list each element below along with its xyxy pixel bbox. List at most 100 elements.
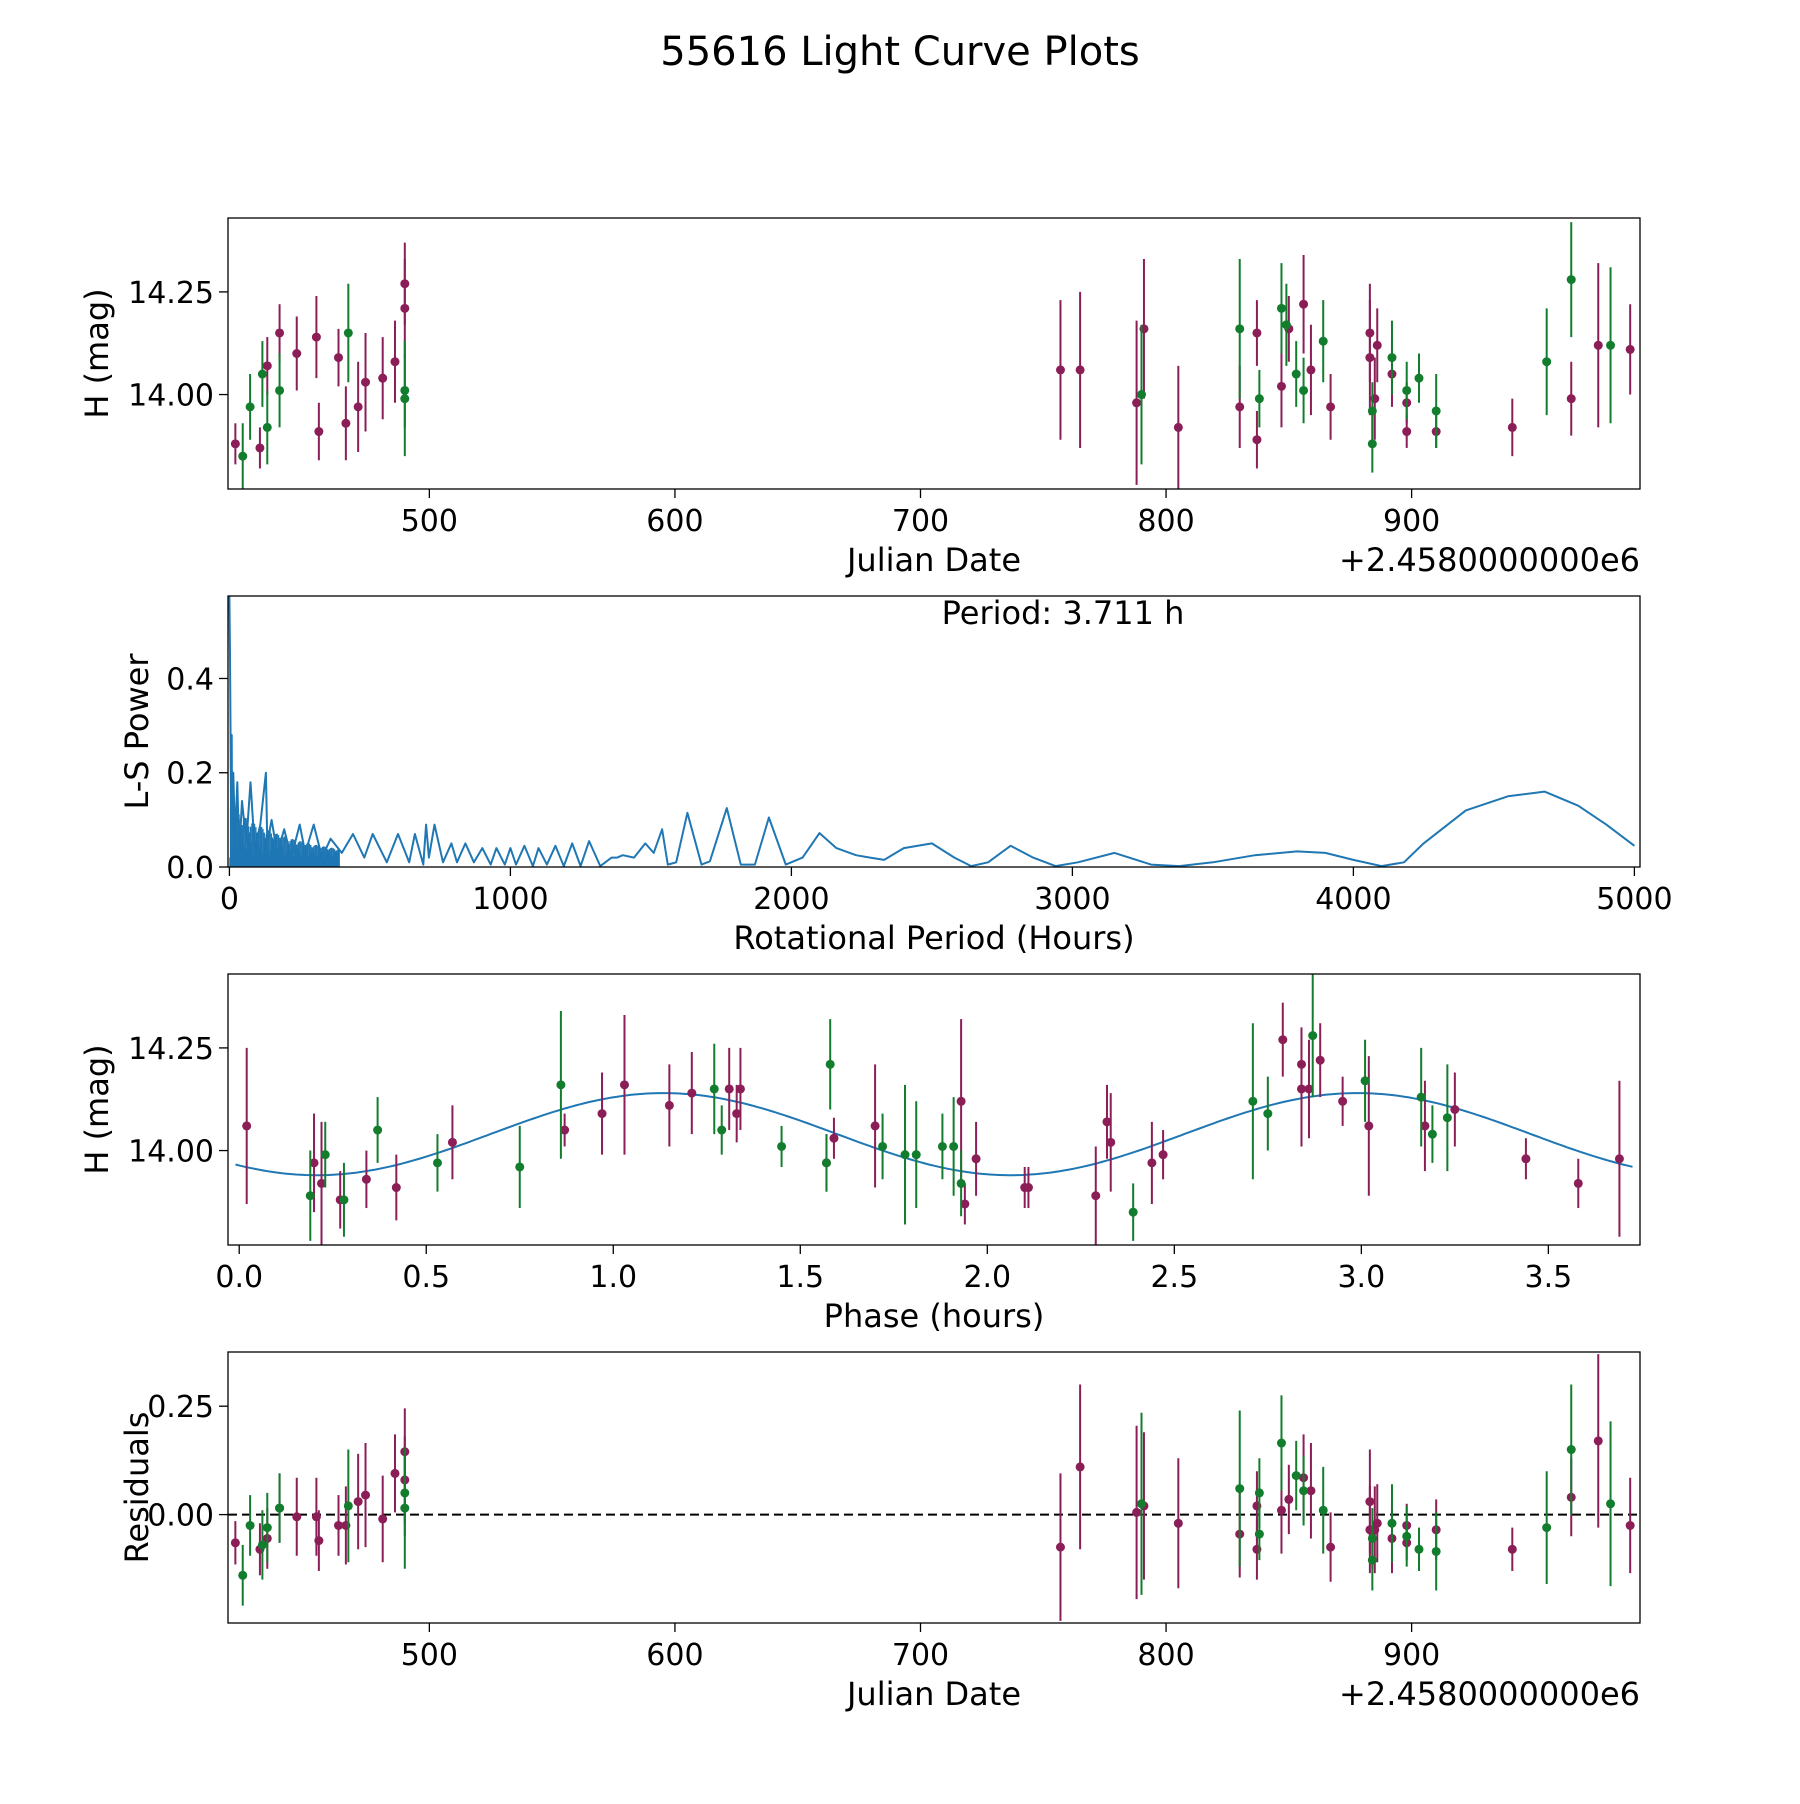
- data-point: [1414, 1544, 1424, 1554]
- data-point: [664, 1100, 674, 1110]
- data-point: [334, 353, 344, 363]
- x-tick-label: 3.0: [1337, 1260, 1385, 1295]
- data-point: [1304, 1084, 1314, 1094]
- x-axis-label: Rotational Period (Hours): [733, 919, 1134, 957]
- data-point: [238, 451, 248, 461]
- data-point: [1281, 320, 1291, 330]
- model-fit-curve: [235, 1092, 1633, 1177]
- data-point: [353, 1497, 363, 1507]
- data-point: [1402, 427, 1412, 437]
- data-point: [1387, 353, 1397, 363]
- data-point: [1450, 1105, 1460, 1114]
- plot-area: [230, 222, 1635, 489]
- data-point: [275, 328, 285, 338]
- data-point: [373, 1125, 383, 1135]
- data-point: [447, 1137, 457, 1147]
- data-point: [1431, 1546, 1441, 1556]
- y-tick-label: 0.00: [147, 1499, 214, 1534]
- data-point: [1075, 365, 1085, 375]
- data-point: [262, 422, 272, 432]
- data-point: [1367, 439, 1377, 449]
- y-axis-label: H (mag): [78, 288, 116, 418]
- data-point: [1507, 422, 1517, 432]
- data-point: [245, 402, 255, 412]
- data-point: [825, 1059, 835, 1069]
- x-axis-label: Phase (hours): [824, 1297, 1045, 1335]
- data-point: [1625, 1520, 1635, 1530]
- data-point: [971, 1154, 981, 1164]
- data-point: [900, 1150, 910, 1160]
- data-point: [1276, 303, 1286, 313]
- data-point: [1402, 385, 1412, 395]
- data-point: [1173, 422, 1183, 432]
- data-point: [1338, 1096, 1348, 1106]
- data-point: [1318, 336, 1328, 346]
- x-axis-label: Julian Date: [845, 541, 1021, 579]
- data-point: [309, 1158, 319, 1168]
- y-axis-label: L-S Power: [118, 653, 156, 810]
- data-point: [1102, 1117, 1112, 1127]
- data-point: [1367, 406, 1377, 416]
- data-point: [257, 1540, 267, 1550]
- data-point: [1566, 394, 1576, 404]
- data-point: [1566, 1445, 1576, 1455]
- x-tick-label: 500: [401, 504, 458, 539]
- y-tick-label: 14.25: [128, 276, 214, 311]
- y-tick-label: 14.00: [128, 379, 214, 414]
- period-annotation: Period: 3.711 h: [942, 594, 1185, 632]
- data-point: [262, 1523, 272, 1533]
- plot-area: [228, 596, 1636, 867]
- plot-area: [235, 974, 1633, 1245]
- x-axis-label: Julian Date: [845, 1675, 1021, 1713]
- data-point: [230, 1538, 240, 1548]
- data-point: [717, 1125, 727, 1135]
- data-point: [1091, 1191, 1101, 1201]
- data-point: [1299, 299, 1309, 309]
- data-point: [1360, 1076, 1370, 1086]
- data-point: [1507, 1544, 1517, 1554]
- data-point: [1315, 1055, 1325, 1065]
- data-point: [242, 1121, 252, 1131]
- data-point: [1606, 1499, 1616, 1509]
- x-tick-label: 900: [1383, 1638, 1440, 1673]
- data-point: [238, 1570, 248, 1580]
- data-point: [314, 427, 324, 437]
- x-tick-label: 5000: [1596, 882, 1672, 917]
- data-point: [1254, 1488, 1264, 1498]
- data-point: [1625, 344, 1635, 354]
- data-point: [1365, 328, 1375, 338]
- data-point: [1254, 394, 1264, 404]
- data-point: [911, 1150, 921, 1160]
- x-tick-label: 4000: [1315, 882, 1391, 917]
- data-point: [960, 1199, 970, 1209]
- data-point: [1372, 340, 1382, 350]
- axes-frame: [227, 595, 1641, 868]
- y-tick-label: 0.25: [147, 1390, 214, 1425]
- x-tick-label: 500: [401, 1638, 458, 1673]
- x-tick-label: 700: [892, 504, 949, 539]
- x-tick-label: 3.5: [1525, 1260, 1573, 1295]
- data-point: [390, 1468, 400, 1478]
- data-point: [556, 1080, 566, 1090]
- y-axis-label: H (mag): [78, 1044, 116, 1174]
- data-point: [292, 1512, 302, 1522]
- data-point: [343, 328, 353, 338]
- data-point: [1326, 402, 1336, 412]
- data-point: [262, 361, 272, 371]
- data-point: [255, 443, 265, 453]
- data-point: [1055, 1542, 1065, 1552]
- x-tick-label: 0: [220, 882, 239, 917]
- data-point: [1606, 340, 1616, 350]
- data-point: [400, 394, 410, 404]
- y-tick-label: 0.4: [166, 662, 214, 697]
- data-point: [1137, 1499, 1147, 1509]
- x-tick-label: 0.0: [215, 1260, 263, 1295]
- data-point: [1075, 1462, 1085, 1472]
- x-tick-label: 3000: [1034, 882, 1110, 917]
- x-tick-label: 2.0: [963, 1260, 1011, 1295]
- data-point: [1158, 1150, 1168, 1160]
- x-tick-label: 600: [646, 504, 703, 539]
- data-point: [956, 1096, 966, 1106]
- data-point: [1173, 1518, 1183, 1528]
